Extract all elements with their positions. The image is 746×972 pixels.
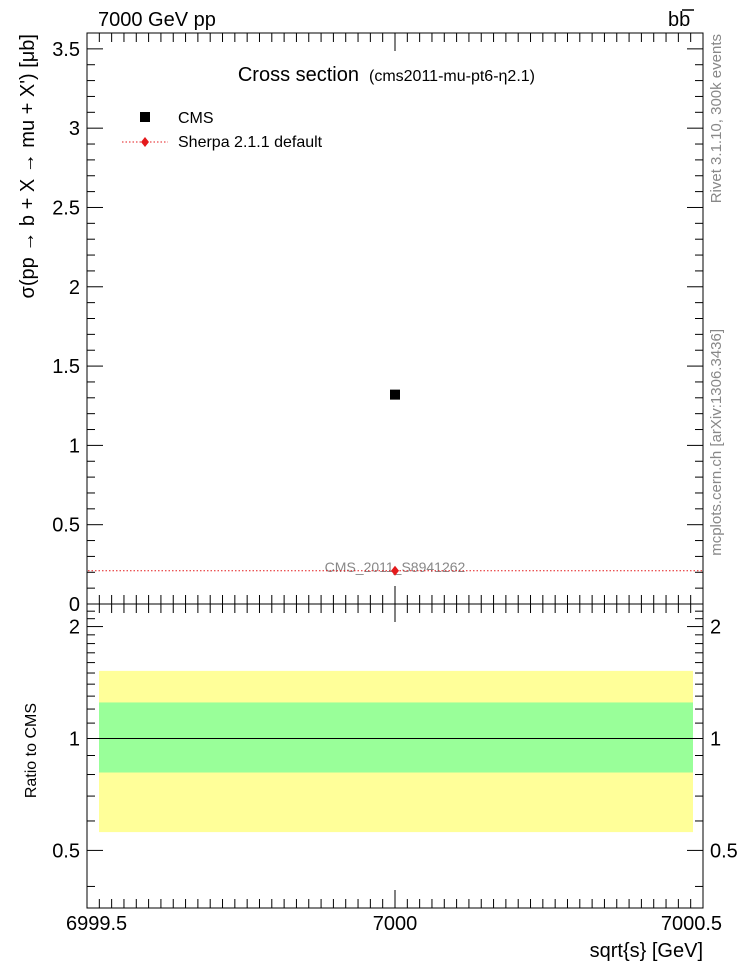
beam-energy-label: 7000 GeV pp <box>98 9 216 31</box>
mcplots-label: mcplots.cern.ch [arXiv:1306.3436] <box>708 329 725 556</box>
ratio-ytick-label-left: 0.5 <box>52 840 80 862</box>
x-tick-label: 7000.5 <box>661 913 722 935</box>
legend-sherpa-marker <box>141 137 149 147</box>
process-label: bb <box>668 9 690 31</box>
main-ytick-label: 0 <box>69 594 80 616</box>
ratio-panel: 0.5 0.5 1 1 2 2 6999.5 7000 7000.5 Ratio to CMS… <box>23 603 738 962</box>
chart-title: Cross section <box>238 64 359 86</box>
main-tick-marks <box>86 32 704 605</box>
legend-cms-marker <box>140 112 150 122</box>
ratio-ytick-labels: 0.5 0.5 1 1 2 2 <box>52 617 738 863</box>
ratio-y-axis-label: Ratio to CMS <box>23 703 40 798</box>
main-data-marks <box>88 389 702 576</box>
x-tick-label: 6999.5 <box>66 913 127 935</box>
main-ytick-label: 1 <box>69 435 80 457</box>
main-ytick-label: 2 <box>69 277 80 299</box>
x-tick-labels: 6999.5 7000 7000.5 <box>66 913 722 935</box>
x-axis-label: sqrt{s} [GeV] <box>590 940 703 962</box>
main-ytick-label: 2.5 <box>52 197 80 219</box>
ratio-ytick-label-left: 2 <box>69 617 80 639</box>
ratio-ytick-label-right: 0.5 <box>710 840 738 862</box>
rivet-version-label: Rivet 3.1.10, 300k events <box>708 34 725 203</box>
x-tick-label: 7000 <box>373 913 418 935</box>
ratio-ytick-label-right: 2 <box>710 617 721 639</box>
main-ytick-label: 0.5 <box>52 515 80 537</box>
main-ytick-label: 1.5 <box>52 356 80 378</box>
ratio-ytick-label-left: 1 <box>69 728 80 750</box>
legend: CMS Sherpa 2.1.1 default <box>122 110 323 151</box>
sherpa-data-point <box>391 565 399 576</box>
legend-cms-label: CMS <box>178 110 214 127</box>
ratio-band-inner <box>99 702 693 773</box>
main-ytick-label: 3 <box>69 118 80 140</box>
main-ytick-labels: 0 0.5 1 1.5 2 2.5 3 3.5 <box>52 39 80 616</box>
ratio-bands <box>99 670 693 833</box>
legend-sherpa-label: Sherpa 2.1.1 default <box>178 134 323 151</box>
chart-subtitle: (cms2011-mu-pt6-η2.1) <box>369 68 535 85</box>
ratio-tick-marks <box>86 604 704 908</box>
cms-data-point <box>390 389 400 400</box>
main-y-axis-label: σ(pp → b + X → mu + X') [μb] <box>17 34 39 298</box>
main-panel: 0 0.5 1 1.5 2 2.5 3 3.5 Cross section (cms2011-… <box>17 32 704 616</box>
ratio-ytick-label-right: 1 <box>710 728 721 750</box>
main-ytick-label: 3.5 <box>52 39 80 61</box>
